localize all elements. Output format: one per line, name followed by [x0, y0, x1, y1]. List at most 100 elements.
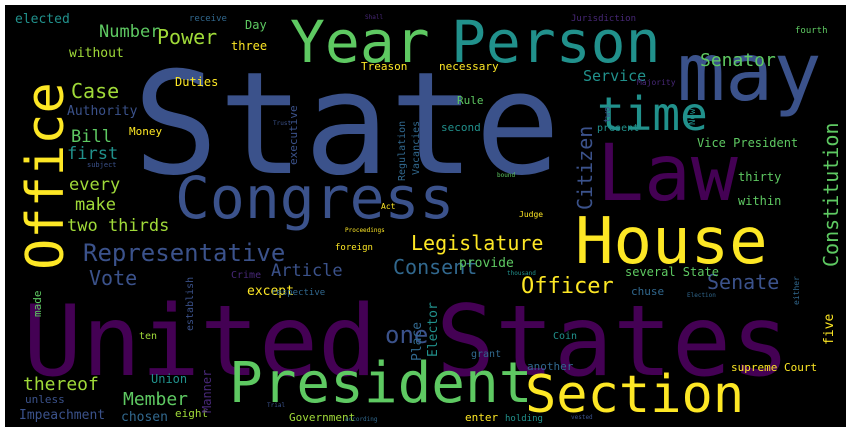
word-vacancies: Vacancies: [411, 121, 422, 175]
word-vested: vested: [571, 414, 593, 421]
word-legislature: Legislature: [411, 231, 543, 255]
word-rule: Rule: [457, 94, 484, 107]
word-law: Law: [597, 129, 738, 219]
word-house: House: [575, 205, 768, 279]
word-several-state: several State: [625, 265, 719, 279]
word-trust: Trust: [273, 120, 291, 127]
word-either: either: [792, 276, 801, 305]
word-number: Number: [99, 22, 160, 42]
word-first: first: [67, 144, 118, 164]
word-government: Government: [289, 411, 355, 424]
word-trial: Trial: [267, 402, 285, 409]
word-member: Member: [123, 389, 188, 410]
word-vote: Vote: [89, 266, 137, 290]
word-place: Place: [410, 322, 425, 361]
word-office: Office: [16, 82, 76, 270]
word-chosen: chosen: [121, 410, 168, 425]
word-citizen: Citizen: [573, 126, 597, 210]
word-jurisdiction: Jurisdiction: [571, 14, 636, 24]
word-proceedings: Proceedings: [345, 227, 385, 234]
word-every: every: [69, 175, 120, 195]
word-constitution: Constitution: [819, 123, 843, 268]
word-crime: Crime: [231, 270, 261, 281]
word-one: one: [385, 321, 428, 349]
word-consent: Consent: [393, 255, 477, 279]
word-enter: enter: [465, 411, 498, 424]
word-coin: Coin: [553, 331, 577, 342]
word-elector: Elector: [426, 302, 441, 357]
word-impeachment: Impeachment: [19, 408, 105, 423]
word-case: Case: [71, 79, 119, 103]
word-person: Person: [451, 8, 661, 76]
word-chuse: chuse: [631, 285, 664, 298]
word-fourth: fourth: [795, 26, 828, 36]
word-five: five: [822, 314, 837, 345]
word-money: Money: [129, 125, 162, 138]
word-provide: provide: [459, 256, 514, 271]
word-state: State: [133, 42, 560, 207]
word-except: except: [247, 284, 294, 299]
word-two: two: [603, 107, 613, 123]
word-authority: Authority: [67, 104, 138, 119]
word-two-thirds: two thirds: [67, 216, 169, 236]
word-eight: eight: [175, 407, 208, 420]
word-service: Service: [583, 67, 646, 85]
word-subject: subject: [87, 161, 117, 169]
word-necessary: necessary: [439, 60, 499, 73]
word-duties: Duties: [175, 75, 218, 89]
word-without: without: [69, 46, 124, 61]
word-second: second: [441, 121, 481, 134]
word-within: within: [738, 194, 781, 208]
word-day: Day: [245, 18, 267, 32]
word-supreme-court: supreme Court: [731, 361, 817, 374]
word-section: Section: [525, 365, 744, 425]
word-majority: Majority: [637, 78, 676, 87]
word-establish: establish: [185, 277, 196, 331]
word-elected: elected: [15, 12, 70, 27]
word-unless: unless: [25, 393, 65, 406]
word-union: Union: [151, 372, 187, 386]
word-bound: bound: [497, 172, 515, 179]
word-present: present: [597, 123, 639, 134]
word-thirty: thirty: [738, 170, 781, 184]
word-executive: executive: [287, 105, 300, 165]
word-make: make: [75, 195, 116, 215]
word-act: Act: [381, 202, 396, 211]
word-united-states: United States: [23, 285, 790, 399]
word-may: may: [677, 26, 822, 119]
word-senate: Senate: [707, 270, 779, 294]
word-receive: receive: [189, 14, 227, 24]
word-year: Year: [290, 8, 430, 76]
word-foreign: foreign: [335, 243, 373, 253]
word-judge: Judge: [519, 210, 543, 219]
word-congress: Congress: [175, 164, 454, 232]
word-another: another: [527, 360, 574, 373]
word-regulation: Regulation: [397, 121, 408, 181]
word-holding: holding: [505, 414, 543, 424]
word-bill: Bill: [71, 127, 112, 147]
word-manner: Manner: [200, 370, 214, 413]
word-president: President: [229, 351, 532, 416]
word-time: time: [597, 87, 708, 141]
word-three: three: [231, 39, 267, 53]
word-according: according: [345, 416, 378, 423]
word-now: Now: [688, 108, 698, 125]
word-respective: respective: [271, 288, 325, 298]
word-made: made: [31, 291, 44, 318]
word-shall: Shall: [365, 14, 383, 21]
word-officer: Officer: [521, 274, 614, 299]
word-senator: Senator: [700, 50, 776, 71]
word-thereof: thereof: [23, 374, 99, 395]
word-election: Election: [687, 292, 716, 299]
word-article: Article: [271, 261, 343, 281]
word-ten: ten: [139, 331, 157, 342]
word-representative: Representative: [83, 239, 285, 267]
word-cloud: State United States Year Person may time…: [5, 5, 846, 427]
cloud-background: [5, 5, 846, 427]
word-vice-president: Vice President: [697, 136, 798, 150]
word-treason: Treason: [361, 60, 407, 73]
word-cloud-canvas: State United States Year Person may time…: [5, 5, 846, 427]
word-thousand: thousand: [507, 270, 536, 277]
word-power: Power: [157, 25, 217, 49]
